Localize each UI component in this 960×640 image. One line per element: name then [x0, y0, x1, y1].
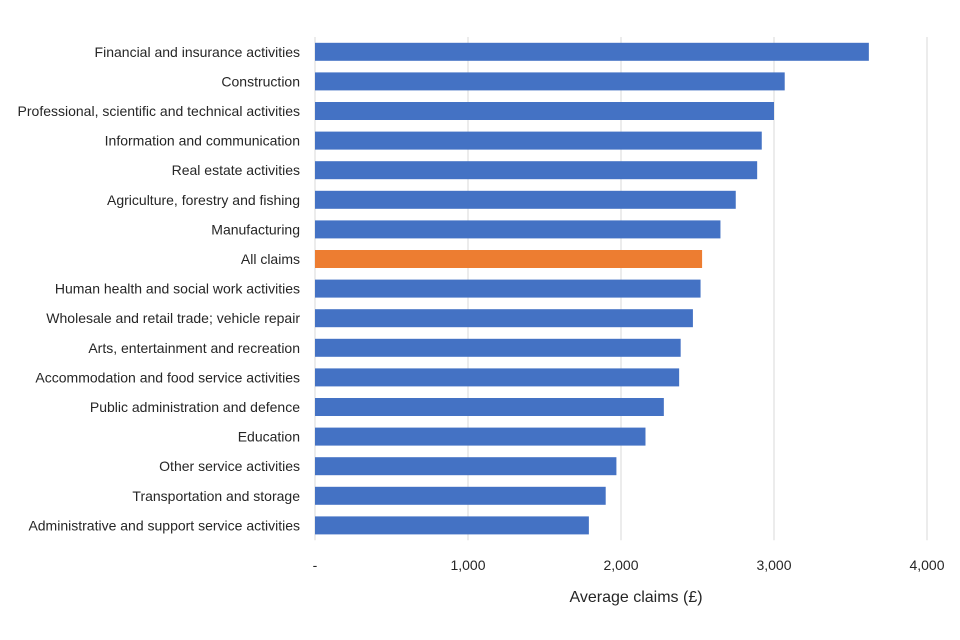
category-label: Financial and insurance activities	[95, 44, 300, 60]
category-label: Manufacturing	[211, 221, 300, 237]
bar	[315, 427, 646, 446]
bar	[315, 368, 680, 387]
x-tick-label: -	[313, 557, 318, 573]
x-tick-label: 1,000	[450, 557, 485, 573]
bar	[315, 516, 589, 535]
bar	[315, 279, 701, 298]
category-label: Real estate activities	[172, 162, 300, 178]
category-label: Wholesale and retail trade; vehicle repa…	[46, 310, 300, 326]
x-tick-label: 4,000	[909, 557, 944, 573]
bar	[315, 398, 664, 416]
bar	[315, 42, 869, 61]
bar	[315, 131, 762, 150]
bar	[315, 102, 774, 120]
category-label: Accommodation and food service activitie…	[35, 369, 300, 385]
bar	[315, 220, 721, 239]
bar	[315, 250, 703, 268]
bar	[315, 190, 736, 209]
bar	[315, 457, 617, 476]
category-label: Construction	[221, 73, 300, 89]
bar	[315, 161, 758, 180]
x-tick-label: 3,000	[756, 557, 791, 573]
category-label: Other service activities	[159, 458, 300, 474]
bar	[315, 309, 693, 328]
category-label: Professional, scientific and technical a…	[18, 103, 300, 119]
x-tick-labels: - 1,000 2,000 3,000 4,000	[313, 557, 945, 573]
category-label: Education	[238, 429, 300, 445]
category-label: All claims	[241, 251, 300, 267]
category-label: Administrative and support service activ…	[28, 517, 300, 533]
category-label: Transportation and storage	[132, 488, 300, 504]
bar	[315, 338, 681, 357]
bar	[315, 72, 785, 91]
bars	[315, 42, 869, 535]
category-label: Arts, entertainment and recreation	[88, 340, 300, 356]
category-labels: Financial and insurance activities Constr…	[18, 44, 301, 534]
x-tick-label: 2,000	[603, 557, 638, 573]
bar	[315, 486, 606, 505]
category-label: Public administration and defence	[90, 399, 300, 415]
category-label: Agriculture, forestry and fishing	[107, 192, 300, 208]
category-label: Human health and social work activities	[55, 281, 300, 297]
category-label: Information and communication	[105, 133, 300, 149]
x-axis-title: Average claims (£)	[569, 589, 702, 606]
